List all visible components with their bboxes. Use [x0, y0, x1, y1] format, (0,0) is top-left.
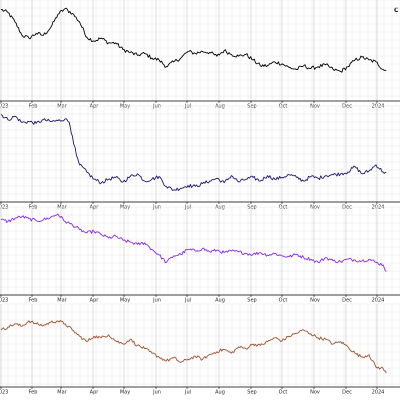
x-tick-label: Dec	[342, 205, 352, 211]
x-tick-label: Jun	[152, 298, 161, 304]
x-tick-label: 2024	[372, 390, 385, 396]
x-tick-label: Sep	[247, 390, 256, 396]
x-tick-label: Mar	[57, 104, 67, 110]
x-tick-label: Apr	[90, 298, 100, 304]
x-tick-label: May	[120, 390, 130, 396]
x-tick-label: Feb	[29, 104, 38, 110]
x-tick-label: Nov	[310, 205, 320, 211]
x-tick-label: Mar	[57, 390, 67, 396]
x-tick-label: Nov	[310, 298, 320, 304]
x-tick-label: 2023	[0, 104, 8, 110]
x-tick-label: Oct	[279, 205, 288, 211]
x-tick-label: 2024	[372, 298, 385, 304]
x-tick-label: May	[120, 104, 130, 110]
corner-label: C	[394, 7, 399, 14]
x-tick-label: Apr	[90, 390, 100, 396]
series-line-1	[0, 114, 387, 191]
x-tick-label: Aug	[215, 390, 225, 396]
x-tick-label: Sep	[247, 205, 256, 211]
x-tick-label: Nov	[310, 104, 320, 110]
x-tick-label: Dec	[342, 298, 352, 304]
x-tick-label: Feb	[29, 205, 38, 211]
grid-minor	[0, 206, 400, 296]
x-tick-label: Oct	[279, 390, 288, 396]
x-tick-label: Jul	[184, 298, 191, 304]
x-tick-label: Apr	[90, 205, 100, 211]
chart-panel-4: 2023 Feb Mar Apr May Jun Jul Aug Sep Oct Nov Dec 202…	[0, 303, 400, 396]
chart-panel-1: 2023 Feb Mar Apr May Jun Jul Aug Sep Oct Nov Dec 202…	[0, 0, 400, 110]
grid-minor	[0, 105, 400, 203]
x-tick-label: Feb	[29, 390, 38, 396]
grid-major	[0, 0, 378, 101]
x-tick-label: Oct	[279, 298, 288, 304]
grid-major	[0, 304, 378, 387]
x-tick-label: 2024	[372, 104, 385, 110]
x-tick-label: Dec	[342, 104, 352, 110]
x-tick-label: Mar	[57, 298, 67, 304]
x-tick-label: Jul	[184, 205, 191, 211]
x-tick-label: Jul	[184, 104, 191, 110]
x-tick-label: Jun	[152, 390, 161, 396]
x-tick-label: Jun	[152, 205, 161, 211]
x-tick-label: Aug	[215, 104, 225, 110]
x-tick-label: Sep	[247, 298, 256, 304]
grid-major	[0, 207, 378, 295]
grid-minor	[0, 0, 400, 101]
x-tick-label: May	[120, 205, 130, 211]
x-tick-label: 2023	[0, 390, 8, 396]
x-tick-label: 2024	[372, 205, 385, 211]
x-tick-label: Aug	[215, 205, 225, 211]
x-tick-label: Jul	[184, 390, 191, 396]
x-tick-label: Sep	[247, 104, 256, 110]
x-tick-label: Dec	[342, 390, 352, 396]
x-tick-label: 2023	[0, 205, 8, 211]
x-tick-label: Aug	[215, 298, 225, 304]
grid-minor	[0, 303, 400, 387]
series-line-1	[0, 7, 387, 73]
x-tick-label: Feb	[29, 298, 38, 304]
x-tick-label: Apr	[90, 104, 100, 110]
x-tick-label: 2023	[0, 298, 8, 304]
x-tick-label: Oct	[279, 104, 288, 110]
x-tick-label: Nov	[310, 390, 320, 396]
chart-panel-3: 2023 Feb Mar Apr May Jun Jul Aug Sep Oct Nov Dec 202…	[0, 206, 400, 304]
series-line-1	[0, 320, 387, 374]
x-tick-label: Mar	[57, 205, 67, 211]
x-tick-label: May	[120, 298, 130, 304]
x-tick-label: Jun	[152, 104, 161, 110]
series-line-1	[0, 213, 387, 272]
chart-panel-2: 2023 Feb Mar Apr May Jun Jul Aug Sep Oct Nov Dec 202…	[0, 105, 400, 211]
